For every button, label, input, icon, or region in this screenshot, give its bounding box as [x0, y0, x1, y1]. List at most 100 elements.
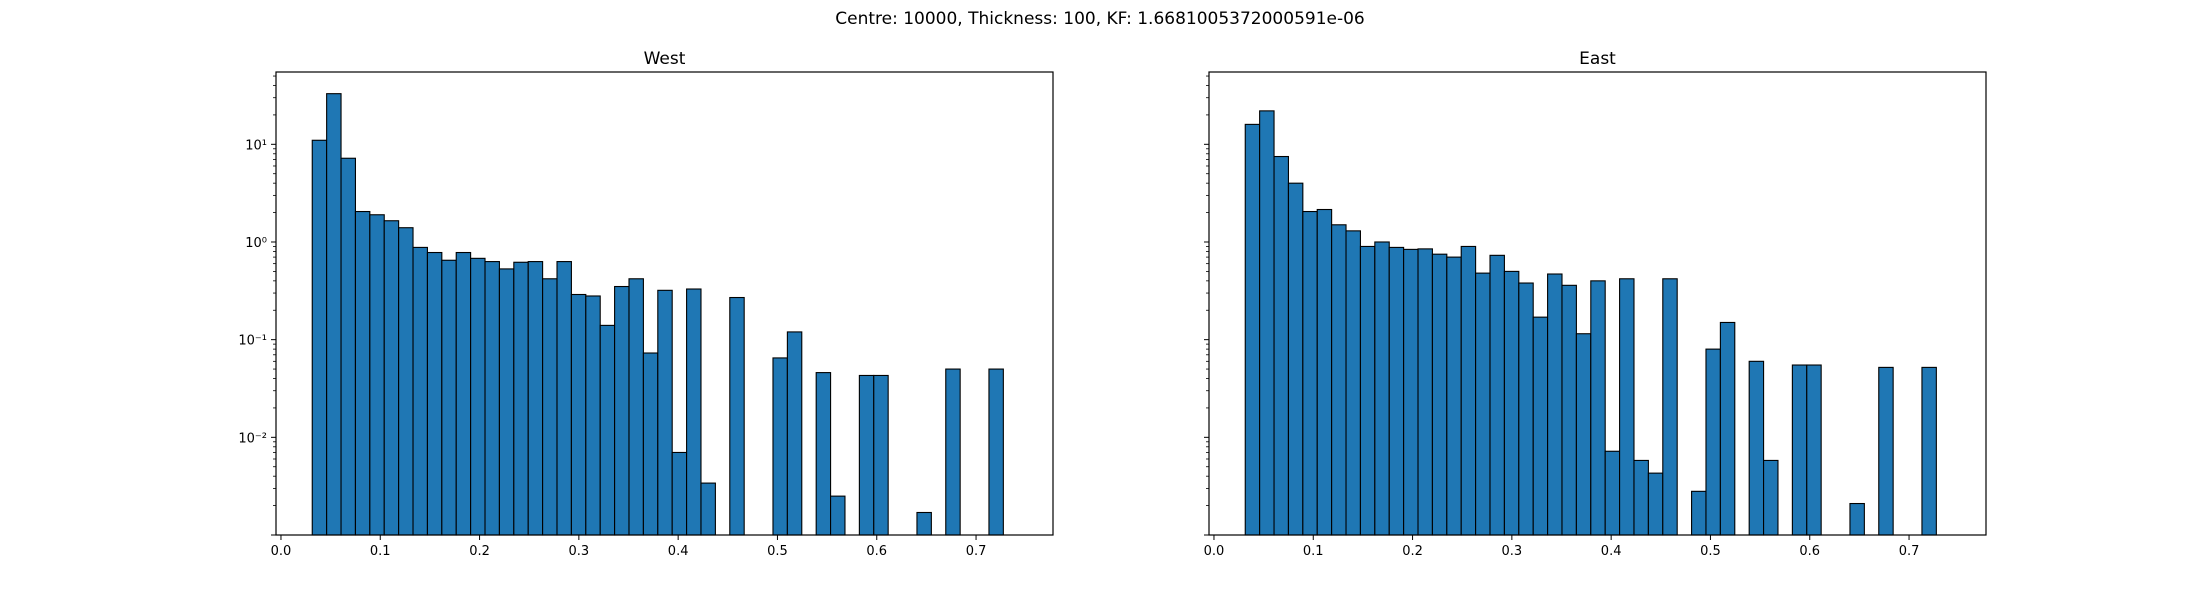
histogram-bar — [542, 278, 558, 536]
histogram-bar — [700, 482, 716, 536]
figure-suptitle: Centre: 10000, Thickness: 100, KF: 1.668… — [835, 9, 1365, 29]
y-tick-label: 10¹ — [245, 138, 267, 153]
x-axis-west: 0.0 0.1 0.2 0.3 0.4 0.5 0.6 0.7 — [271, 535, 987, 559]
x-tick-label: 0.1 — [1303, 544, 1324, 559]
histogram-bar — [1532, 316, 1549, 536]
histogram-bar — [1374, 241, 1390, 536]
histogram-bar — [1359, 245, 1376, 536]
bars-west — [311, 93, 1004, 536]
histogram-bar — [1460, 245, 1477, 536]
histogram-bar — [1878, 366, 1894, 536]
histogram-bar — [642, 352, 659, 536]
histogram-bar — [1345, 230, 1361, 536]
histogram-bar — [671, 451, 688, 536]
y-axis-east — [1204, 75, 1209, 536]
histogram-bar — [1518, 282, 1534, 536]
x-tick-label: 0.3 — [1502, 544, 1523, 559]
histogram-bar — [1791, 364, 1808, 536]
histogram-bar — [383, 220, 400, 536]
axes-frame-west — [275, 71, 1054, 536]
histogram-bar — [1302, 210, 1318, 536]
histogram-bar — [311, 139, 328, 536]
histogram-bar — [354, 210, 371, 536]
x-axis-east: 0.0 0.1 0.2 0.3 0.4 0.5 0.6 0.7 — [1204, 535, 1920, 559]
histogram-bar — [1489, 254, 1505, 536]
histogram-bar — [1691, 490, 1707, 536]
histogram-bar — [1503, 270, 1520, 536]
histogram-bar — [1604, 450, 1621, 536]
histogram-bar — [1575, 333, 1592, 536]
histogram-bar — [772, 357, 788, 536]
axes-frame-east — [1208, 71, 1987, 536]
histogram-bar — [628, 278, 644, 536]
histogram-bar — [945, 368, 961, 536]
histogram-bar — [1259, 110, 1275, 536]
histogram-bar — [455, 251, 472, 536]
histogram-bar — [1475, 272, 1491, 536]
x-tick-label: 0.7 — [1899, 544, 1920, 559]
histogram-bar — [657, 289, 673, 536]
y-tick-label: 10⁰ — [245, 236, 267, 251]
x-tick-label: 0.4 — [668, 544, 689, 559]
histogram-bar — [1619, 278, 1635, 536]
histogram-bar — [1273, 155, 1289, 536]
x-tick-label: 0.6 — [1799, 544, 1820, 559]
histogram-bar — [599, 324, 616, 536]
x-tick-label: 0.5 — [1700, 544, 1721, 559]
histogram-bar — [858, 374, 875, 536]
histogram-bar — [686, 288, 702, 536]
histogram-bar — [1763, 459, 1779, 536]
histogram-bar — [412, 246, 428, 536]
histogram-bar — [1331, 224, 1347, 536]
histogram-bar — [1403, 248, 1419, 536]
x-tick-label: 0.1 — [370, 544, 391, 559]
histogram-bar — [426, 251, 443, 536]
histogram-bar — [498, 268, 515, 536]
histogram-bar — [1244, 123, 1261, 536]
x-tick-label: 0.5 — [767, 544, 788, 559]
histogram-bar — [1647, 472, 1664, 536]
histogram-bar — [570, 293, 587, 536]
y-tick-label: 10⁻² — [238, 431, 267, 446]
histogram-bar — [1806, 364, 1822, 536]
histogram-bar — [527, 261, 544, 536]
histogram-bar — [1633, 459, 1649, 536]
histogram-bar — [873, 374, 889, 536]
histogram-bar — [470, 257, 486, 536]
histogram-bar — [1446, 256, 1462, 536]
x-tick-label: 0.6 — [866, 544, 887, 559]
y-axis-west: 10⁻² 10⁻¹ 10⁰ 10¹ — [238, 75, 276, 536]
histogram-bar — [988, 368, 1004, 536]
x-tick-label: 0.4 — [1601, 544, 1622, 559]
histogram-bar — [369, 214, 385, 536]
histogram-bar — [556, 261, 572, 536]
histogram-bar — [1431, 253, 1448, 536]
histogram-bar — [916, 511, 932, 536]
histogram-bar — [1590, 280, 1606, 536]
panel-east: East 0.0 0.1 0.2 0.3 0.4 0.5 0.6 0.7 — [1204, 49, 1987, 559]
x-tick-label: 0.7 — [966, 544, 987, 559]
histogram-bar — [830, 495, 846, 536]
histogram-bar — [1719, 321, 1736, 536]
bars-east — [1244, 110, 1937, 536]
histogram-bar — [340, 157, 356, 536]
panel-title-west: West — [644, 49, 686, 69]
histogram-bar — [614, 285, 630, 536]
histogram-bar — [1748, 360, 1765, 536]
histogram-bar — [1316, 208, 1333, 536]
histogram-bar — [585, 295, 601, 536]
x-tick-label: 0.2 — [1402, 544, 1423, 559]
histogram-bar — [484, 261, 500, 536]
histogram-bar — [1849, 502, 1865, 536]
histogram-bar — [786, 331, 803, 536]
histogram-bar — [1547, 273, 1563, 536]
histogram-bar — [1921, 366, 1937, 536]
histogram-bar — [815, 372, 832, 536]
histogram-bar — [729, 296, 745, 536]
x-tick-label: 0.0 — [271, 544, 292, 559]
histogram-bar — [1561, 284, 1577, 536]
histogram-bar — [1705, 348, 1721, 536]
y-tick-label: 10⁻¹ — [238, 334, 267, 349]
panel-title-east: East — [1579, 49, 1616, 69]
